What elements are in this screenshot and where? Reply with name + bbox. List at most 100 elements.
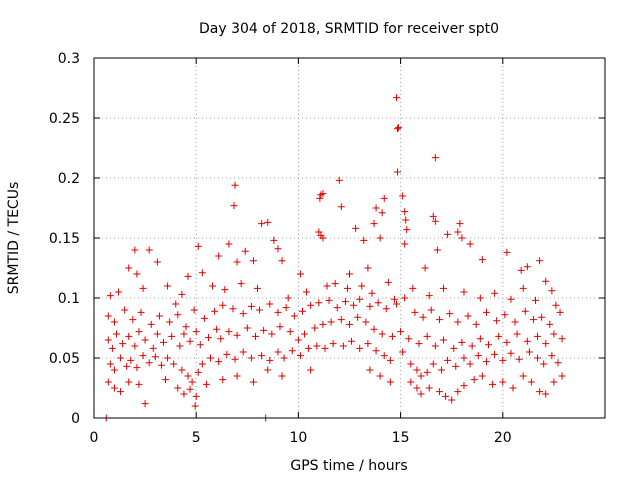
data-point: [305, 344, 313, 352]
data-point: [444, 230, 452, 238]
data-point: [153, 330, 161, 338]
data-point: [256, 306, 264, 314]
data-point: [117, 388, 125, 396]
data-point: [176, 342, 184, 350]
data-point: [511, 318, 519, 326]
data-point: [409, 284, 417, 292]
data-point: [364, 340, 372, 348]
data-point: [482, 358, 490, 366]
data-point: [454, 388, 462, 396]
data-point: [431, 342, 439, 350]
y-tick-label: 0.25: [49, 111, 80, 127]
data-point: [241, 247, 249, 255]
data-point: [172, 300, 180, 308]
data-point: [401, 240, 409, 248]
data-point: [423, 368, 431, 376]
data-point: [399, 192, 407, 200]
data-point: [348, 337, 356, 345]
data-point: [393, 300, 401, 308]
data-point: [450, 344, 458, 352]
data-point: [266, 300, 274, 308]
data-point: [437, 366, 445, 374]
data-point: [542, 390, 550, 398]
y-tick-label: 0.15: [49, 231, 80, 247]
data-point: [133, 270, 141, 278]
data-point: [421, 264, 429, 272]
data-point: [515, 355, 523, 363]
data-point: [231, 181, 239, 189]
data-point: [301, 330, 309, 338]
data-point: [393, 94, 401, 102]
data-point: [350, 301, 358, 309]
data-point: [110, 366, 118, 374]
data-point: [286, 328, 294, 336]
data-point: [525, 348, 533, 356]
data-point: [452, 362, 460, 370]
data-point: [401, 294, 409, 302]
data-point: [417, 390, 425, 398]
data-point: [217, 335, 225, 343]
data-point: [425, 384, 433, 392]
data-point: [464, 312, 472, 320]
data-point: [378, 330, 386, 338]
data-point: [550, 330, 558, 338]
data-point: [178, 366, 186, 374]
data-point: [211, 307, 219, 315]
data-point: [527, 378, 535, 386]
y-tick-label: 0.1: [58, 291, 80, 307]
data-point: [440, 284, 448, 292]
data-point: [476, 294, 484, 302]
data-point: [413, 366, 421, 374]
x-axis-label: GPS time / hours: [290, 458, 407, 474]
data-point: [384, 278, 392, 286]
data-point: [233, 331, 241, 339]
y-axis-label: SRMTID / TECUs: [6, 182, 22, 295]
data-point: [233, 258, 241, 266]
data-point: [346, 270, 353, 278]
data-point: [200, 314, 208, 322]
data-point: [448, 396, 456, 404]
x-tick-label: 0: [90, 430, 99, 446]
data-point: [435, 316, 443, 324]
y-tick-label: 0: [71, 411, 80, 427]
data-point: [290, 312, 298, 320]
data-point: [423, 332, 431, 340]
data-point: [386, 356, 394, 364]
data-point: [145, 359, 153, 367]
data-point: [403, 226, 411, 234]
data-point: [249, 378, 257, 386]
data-point: [170, 360, 178, 368]
data-point: [274, 348, 282, 356]
data-point: [294, 336, 302, 344]
data-point: [442, 392, 450, 400]
data-point: [456, 220, 464, 228]
data-point: [368, 289, 376, 297]
data-point: [454, 228, 462, 236]
data-point: [402, 216, 410, 224]
data-point: [466, 240, 474, 248]
data-point: [534, 354, 542, 362]
data-point: [542, 340, 550, 348]
data-point: [460, 354, 468, 362]
data-point: [458, 338, 466, 346]
data-point: [503, 338, 511, 346]
data-point: [270, 236, 278, 244]
data-point: [231, 355, 239, 363]
data-point: [316, 194, 324, 202]
data-point: [159, 338, 167, 346]
data-point: [145, 246, 153, 254]
data-point: [536, 388, 544, 396]
data-point: [435, 388, 443, 396]
axis-tick-labels: 0 5 10 15 20 0 0.05 0.1 0.15 0.2 0.25 0.3: [49, 51, 512, 446]
data-point: [288, 347, 296, 355]
data-point: [315, 228, 323, 236]
data-point: [180, 390, 188, 398]
data-point: [125, 264, 133, 272]
data-point: [219, 376, 227, 384]
data-point: [372, 347, 380, 355]
data-point: [274, 308, 282, 316]
data-point: [460, 382, 468, 390]
data-point: [540, 360, 548, 368]
data-point: [225, 240, 233, 248]
data-point: [458, 234, 466, 242]
